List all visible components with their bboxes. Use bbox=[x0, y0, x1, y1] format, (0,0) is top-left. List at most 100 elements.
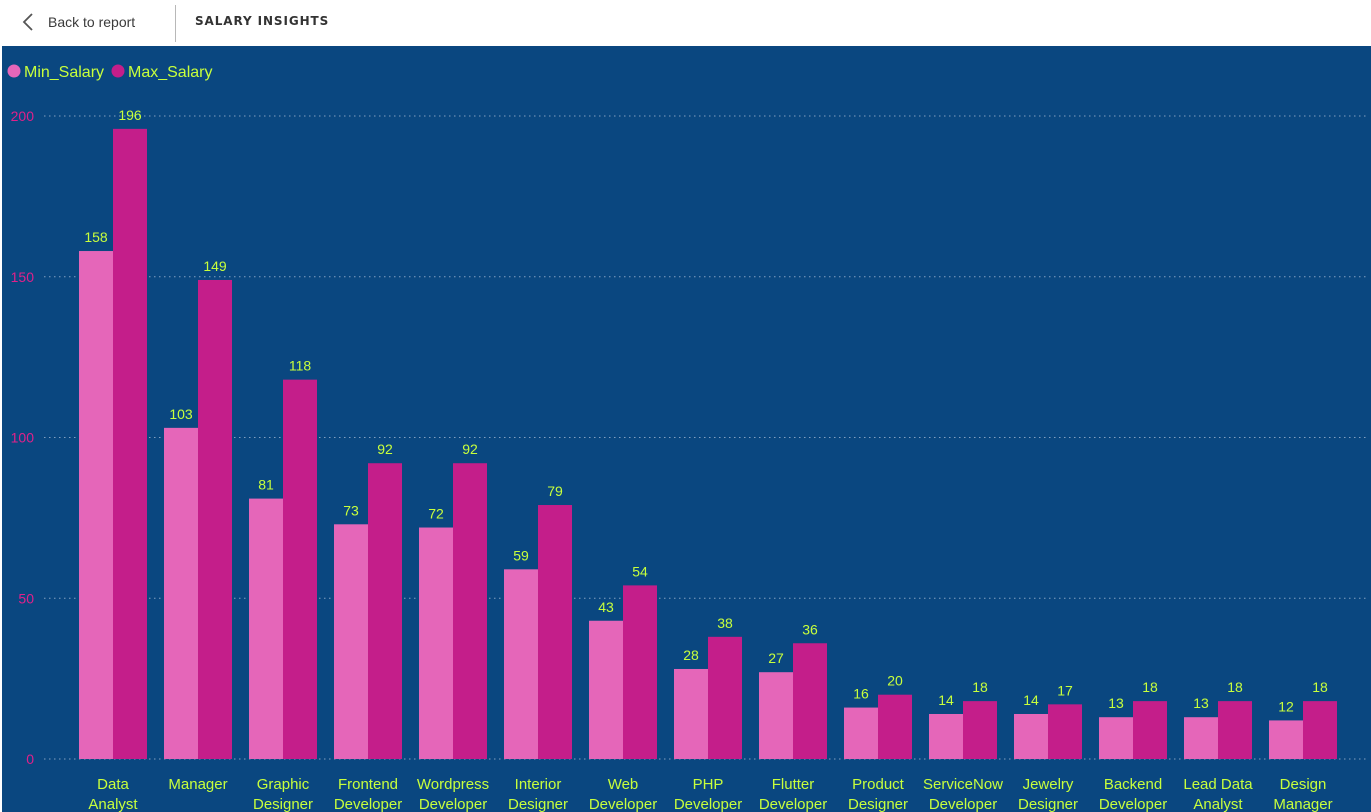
x-tick-label-line: Graphic bbox=[257, 776, 310, 793]
chart-gridlines bbox=[44, 115, 1366, 760]
data-label-max-salary-14: 18 bbox=[1312, 679, 1328, 695]
back-to-report-button[interactable]: Back to report bbox=[14, 0, 164, 44]
x-tick-label-12: Backend Developer bbox=[1099, 776, 1167, 812]
x-tick-label-line: Frontend bbox=[338, 776, 398, 793]
top-bar: Back to report SALARY INSIGHTS bbox=[0, 0, 1371, 46]
data-label-min-salary-0: 158 bbox=[84, 229, 108, 245]
y-tick-label-0: 0 bbox=[26, 751, 34, 767]
bar-min-salary-0 bbox=[79, 251, 113, 759]
x-tick-label-line: Developer bbox=[929, 796, 997, 812]
data-label-max-salary-1: 149 bbox=[203, 258, 227, 274]
data-label-min-salary-1: 103 bbox=[169, 406, 193, 422]
bar-max-salary-8 bbox=[793, 643, 827, 759]
x-tick-label-1: Manager bbox=[168, 776, 227, 793]
bar-min-salary-11 bbox=[1014, 713, 1048, 759]
bar-min-salary-2 bbox=[249, 498, 283, 759]
bar-max-salary-11 bbox=[1048, 704, 1082, 759]
x-tick-label-9: Product Designer bbox=[848, 776, 908, 812]
x-tick-label-line: Developer bbox=[334, 796, 402, 812]
data-label-max-salary-0: 196 bbox=[118, 107, 142, 123]
x-tick-label-line: Analyst bbox=[88, 796, 138, 812]
y-tick-label-50: 50 bbox=[18, 590, 34, 606]
x-tick-label-11: Jewelry Designer bbox=[1018, 776, 1078, 812]
bar-min-salary-10 bbox=[929, 713, 963, 759]
x-tick-label-line: Designer bbox=[508, 796, 568, 812]
legend-marker-min-salary bbox=[7, 64, 21, 78]
bar-max-salary-6 bbox=[623, 585, 657, 759]
x-tick-label-line: Lead Data bbox=[1183, 776, 1253, 793]
bar-max-salary-1 bbox=[198, 279, 232, 759]
page-title: SALARY INSIGHTS bbox=[195, 14, 330, 28]
x-tick-label-13: Lead Data Analyst bbox=[1183, 776, 1253, 812]
data-label-max-salary-9: 20 bbox=[887, 673, 903, 689]
x-tick-label-4: Wordpress Developer bbox=[417, 776, 489, 812]
bar-min-salary-13 bbox=[1184, 717, 1218, 759]
data-label-max-salary-2: 118 bbox=[289, 358, 312, 374]
x-tick-label-line: Web bbox=[608, 776, 639, 793]
x-tick-label-8: Flutter Developer bbox=[759, 776, 827, 812]
left-edge bbox=[0, 46, 2, 812]
data-label-min-salary-14: 12 bbox=[1278, 698, 1294, 714]
data-label-max-salary-7: 38 bbox=[717, 615, 733, 631]
back-to-report-label: Back to report bbox=[48, 14, 136, 30]
x-tick-label-3: Frontend Developer bbox=[334, 776, 402, 812]
data-label-max-salary-12: 18 bbox=[1142, 679, 1158, 695]
x-tick-label-line: Designer bbox=[848, 796, 908, 812]
x-tick-label-2: Graphic Designer bbox=[253, 776, 313, 812]
x-tick-label-line: Jewelry bbox=[1023, 776, 1074, 793]
bar-min-salary-6 bbox=[589, 620, 623, 759]
x-tick-label-line: Product bbox=[852, 776, 905, 793]
bar-max-salary-0 bbox=[113, 128, 147, 760]
x-tick-label-line: Interior bbox=[515, 776, 562, 793]
y-axis: 0 50 100 150 200 bbox=[11, 108, 35, 767]
bar-min-salary-7 bbox=[674, 668, 708, 759]
data-label-max-salary-6: 54 bbox=[632, 563, 648, 579]
y-tick-label-200: 200 bbox=[11, 108, 35, 124]
bar-max-salary-10 bbox=[963, 701, 997, 759]
legend-label-min-salary: Min_Salary bbox=[24, 64, 104, 81]
chart-bars bbox=[79, 128, 1337, 760]
x-tick-label-line: Backend bbox=[1104, 776, 1162, 793]
bar-min-salary-5 bbox=[504, 569, 538, 759]
legend-label-max-salary: Max_Salary bbox=[128, 64, 212, 81]
x-tick-label-line: Developer bbox=[1099, 796, 1167, 812]
data-label-max-salary-8: 36 bbox=[802, 621, 818, 637]
bar-min-salary-12 bbox=[1099, 717, 1133, 759]
bar-max-salary-12 bbox=[1133, 701, 1167, 759]
x-tick-label-line: Analyst bbox=[1193, 796, 1243, 812]
bar-max-salary-9 bbox=[878, 694, 912, 759]
bar-max-salary-3 bbox=[368, 463, 402, 759]
bar-max-salary-4 bbox=[453, 463, 487, 759]
header-divider bbox=[175, 5, 176, 42]
x-tick-label-line: Manager bbox=[168, 776, 227, 793]
bar-min-salary-4 bbox=[419, 527, 453, 759]
x-tick-label-line: Developer bbox=[759, 796, 827, 812]
data-label-max-salary-4: 92 bbox=[462, 441, 478, 457]
x-tick-label-line: Flutter bbox=[772, 776, 815, 793]
x-tick-label-line: Designer bbox=[1018, 796, 1078, 812]
y-tick-label-100: 100 bbox=[11, 430, 35, 446]
data-label-max-salary-3: 92 bbox=[377, 441, 393, 457]
bar-max-salary-5 bbox=[538, 505, 572, 759]
data-label-min-salary-11: 14 bbox=[1023, 692, 1039, 708]
data-label-min-salary-5: 59 bbox=[513, 547, 529, 563]
x-tick-label-14: Design Manager bbox=[1273, 776, 1332, 812]
data-label-max-salary-10: 18 bbox=[972, 679, 988, 695]
data-label-min-salary-8: 27 bbox=[768, 650, 784, 666]
data-label-min-salary-2: 81 bbox=[258, 477, 274, 493]
legend-marker-max-salary bbox=[111, 64, 125, 78]
chevron-left-icon bbox=[22, 13, 33, 31]
bar-min-salary-9 bbox=[844, 707, 878, 759]
x-tick-label-6: Web Developer bbox=[589, 776, 657, 812]
data-label-max-salary-11: 17 bbox=[1057, 682, 1073, 698]
x-tick-label-line: Developer bbox=[589, 796, 657, 812]
y-tick-label-150: 150 bbox=[11, 269, 35, 285]
chart-legend: Min_Salary Max_Salary bbox=[7, 64, 212, 81]
data-label-min-salary-13: 13 bbox=[1193, 695, 1209, 711]
x-tick-label-line: Wordpress bbox=[417, 776, 489, 793]
x-tick-label-line: Developer bbox=[674, 796, 742, 812]
data-labels: 158 196 103 149 81 118 73 92 72 92 59 79 43 54 28 38 27 3… bbox=[84, 107, 1328, 715]
data-label-min-salary-3: 73 bbox=[343, 502, 359, 518]
bar-max-salary-13 bbox=[1218, 701, 1252, 759]
